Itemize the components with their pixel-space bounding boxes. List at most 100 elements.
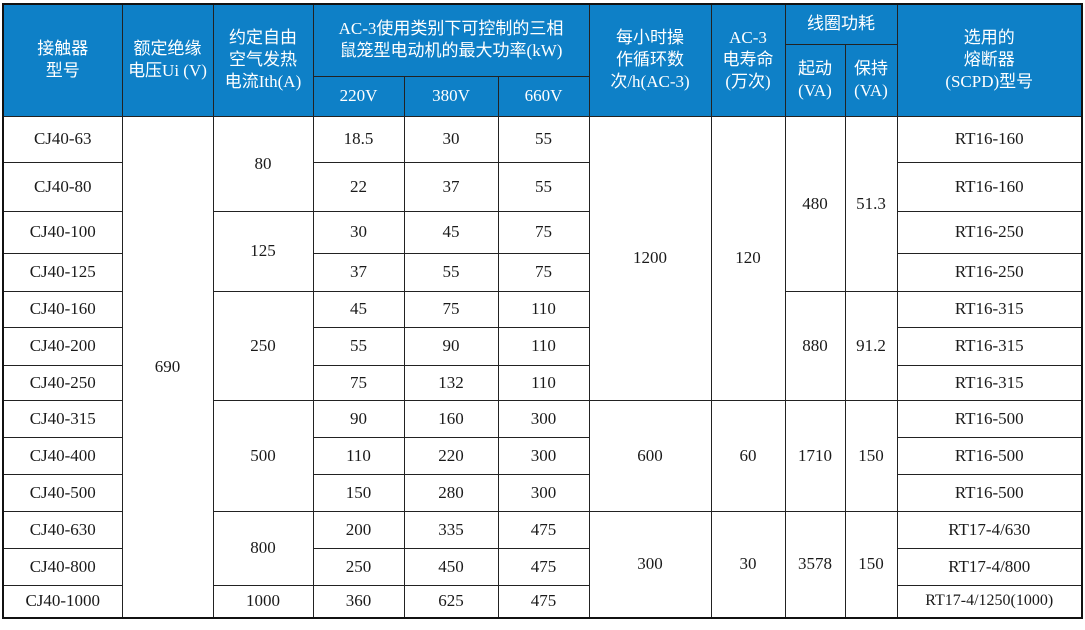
- cell-kw-220v: 200: [312, 510, 405, 549]
- cell-hold-va: 51.3: [844, 115, 898, 292]
- cell-fuse: RT16-250: [896, 252, 1083, 292]
- cell-kw-380v: 132: [403, 364, 499, 401]
- cell-model: CJ40-160: [2, 290, 123, 328]
- header-380v: 380V: [403, 75, 499, 117]
- cell-fuse: RT16-315: [896, 326, 1083, 366]
- header-ac3-max-power: AC-3使用类别下可控制的三相 鼠笼型电动机的最大功率(kW): [312, 3, 590, 77]
- header-fuse-type: 选用的 熔断器 (SCPD)型号: [896, 3, 1083, 117]
- cell-insulation-voltage: 690: [121, 115, 214, 619]
- cell-fuse: RT16-250: [896, 210, 1083, 254]
- cell-kw-660v: 300: [497, 399, 590, 438]
- cell-thermal-current: 125: [212, 210, 314, 292]
- cell-model: CJ40-63: [2, 115, 123, 163]
- cell-kw-380v: 160: [403, 399, 499, 438]
- cell-model: CJ40-100: [2, 210, 123, 254]
- cell-kw-220v: 75: [312, 364, 405, 401]
- cell-kw-380v: 625: [403, 584, 499, 619]
- cell-kw-220v: 150: [312, 473, 405, 512]
- header-thermal-current: 约定自由 空气发热 电流Ith(A): [212, 3, 314, 117]
- header-660v: 660V: [497, 75, 590, 117]
- cell-kw-660v: 55: [497, 161, 590, 212]
- table-row: CJ40-250 75 132 110 RT16-315: [2, 364, 1083, 401]
- cell-thermal-current: 500: [212, 399, 314, 512]
- cell-fuse: RT16-500: [896, 473, 1083, 512]
- cell-kw-380v: 280: [403, 473, 499, 512]
- cell-fuse: RT16-160: [896, 115, 1083, 163]
- cell-kw-380v: 55: [403, 252, 499, 292]
- cell-electrical-life: 120: [710, 115, 786, 401]
- cell-hold-va: 150: [844, 510, 898, 619]
- cell-kw-660v: 75: [497, 252, 590, 292]
- table-row: CJ40-63 690 80 18.5 30 55 1200 120 480 5…: [2, 115, 1083, 619]
- cell-operating-cycles: 300: [588, 510, 712, 619]
- cell-electrical-life: 60: [710, 399, 786, 512]
- table-header: 接触器 型号 额定绝缘 电压Ui (V) 约定自由 空气发热 电流Ith(A) …: [2, 3, 1083, 117]
- header-operating-cycles: 每小时操 作循环数 次/h(AC-3): [588, 3, 712, 117]
- cell-kw-220v: 37: [312, 252, 405, 292]
- cell-kw-380v: 220: [403, 436, 499, 475]
- cell-kw-380v: 75: [403, 290, 499, 328]
- cell-kw-220v: 250: [312, 547, 405, 586]
- cell-kw-380v: 335: [403, 510, 499, 549]
- cell-model: CJ40-125: [2, 252, 123, 292]
- cell-kw-660v: 75: [497, 210, 590, 254]
- cell-kw-660v: 110: [497, 364, 590, 401]
- table-row: CJ40-200 55 90 110 RT16-315: [2, 326, 1083, 366]
- cell-start-va: 480: [784, 115, 846, 292]
- cell-kw-380v: 450: [403, 547, 499, 586]
- cell-fuse: RT17-4/630: [896, 510, 1083, 549]
- cell-kw-220v: 22: [312, 161, 405, 212]
- header-insulation-voltage: 额定绝缘 电压Ui (V): [121, 3, 214, 117]
- cell-model: CJ40-200: [2, 326, 123, 366]
- cell-kw-380v: 45: [403, 210, 499, 254]
- cell-kw-380v: 37: [403, 161, 499, 212]
- cell-fuse: RT16-160: [896, 161, 1083, 212]
- cell-fuse: RT16-315: [896, 364, 1083, 401]
- cell-kw-660v: 475: [497, 584, 590, 619]
- cell-electrical-life: 30: [710, 510, 786, 619]
- cell-fuse: RT16-500: [896, 399, 1083, 438]
- table-row: CJ40-500 150 280 300 RT16-500: [2, 473, 1083, 512]
- cell-fuse: RT17-4/1250(1000): [896, 584, 1083, 619]
- cell-thermal-current: 250: [212, 290, 314, 401]
- table-row: CJ40-125 37 55 75 RT16-250: [2, 252, 1083, 292]
- cell-model: CJ40-315: [2, 399, 123, 438]
- header-coil-consumption: 线圈功耗: [784, 3, 898, 45]
- cell-fuse: RT16-315: [896, 290, 1083, 328]
- header-model: 接触器 型号: [2, 3, 123, 117]
- header-start-va: 起动 (VA): [784, 43, 846, 117]
- table-row: CJ40-630 800 200 335 475 300 30 3578 150…: [2, 510, 1083, 619]
- cell-model: CJ40-630: [2, 510, 123, 549]
- cell-kw-220v: 45: [312, 290, 405, 328]
- cell-kw-660v: 300: [497, 473, 590, 512]
- cell-fuse: RT16-500: [896, 436, 1083, 475]
- cell-start-va: 880: [784, 290, 846, 401]
- header-220v: 220V: [312, 75, 405, 117]
- cell-kw-660v: 110: [497, 290, 590, 328]
- cell-kw-660v: 300: [497, 436, 590, 475]
- table-row: CJ40-160 250 45 75 110 880 91.2 RT16-315: [2, 290, 1083, 401]
- cell-kw-220v: 360: [312, 584, 405, 619]
- cell-kw-220v: 110: [312, 436, 405, 475]
- cell-operating-cycles: 1200: [588, 115, 712, 401]
- cell-start-va: 1710: [784, 399, 846, 512]
- cell-hold-va: 150: [844, 399, 898, 512]
- cell-operating-cycles: 600: [588, 399, 712, 512]
- cell-hold-va: 91.2: [844, 290, 898, 401]
- cell-start-va: 3578: [784, 510, 846, 619]
- cell-thermal-current: 800: [212, 510, 314, 586]
- cell-kw-220v: 18.5: [312, 115, 405, 163]
- cell-thermal-current: 1000: [212, 584, 314, 619]
- cell-kw-220v: 90: [312, 399, 405, 438]
- contactor-spec-table: 接触器 型号 额定绝缘 电压Ui (V) 约定自由 空气发热 电流Ith(A) …: [2, 3, 1083, 619]
- cell-kw-220v: 30: [312, 210, 405, 254]
- cell-model: CJ40-800: [2, 547, 123, 586]
- cell-kw-660v: 475: [497, 547, 590, 586]
- cell-model: CJ40-400: [2, 436, 123, 475]
- cell-kw-660v: 55: [497, 115, 590, 163]
- table-row: CJ40-80 22 37 55 RT16-160: [2, 161, 1083, 212]
- header-electrical-life: AC-3 电寿命 (万次): [710, 3, 786, 117]
- cell-model: CJ40-80: [2, 161, 123, 212]
- cell-model: CJ40-500: [2, 473, 123, 512]
- cell-fuse: RT17-4/800: [896, 547, 1083, 586]
